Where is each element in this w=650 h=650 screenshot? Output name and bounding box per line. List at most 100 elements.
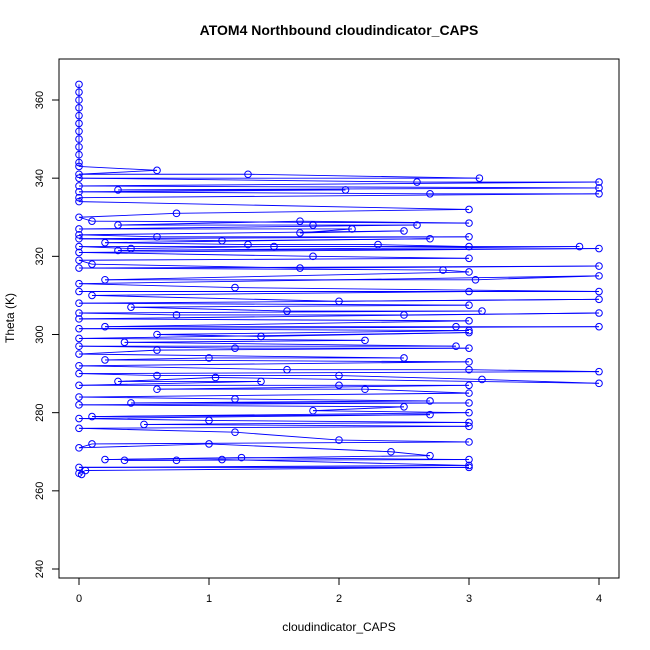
- series-line-segment: [130, 306, 288, 312]
- data-point: [88, 412, 96, 421]
- data-point: [465, 461, 473, 470]
- series-line-segment: [215, 377, 600, 384]
- data-point: [75, 342, 83, 351]
- data-point: [465, 381, 473, 390]
- data-point: [75, 170, 83, 179]
- data-point: [296, 264, 304, 272]
- series-line-segment: [78, 427, 236, 433]
- series-line-segment: [312, 406, 405, 412]
- data-point: [153, 232, 161, 241]
- series-line-segment: [124, 341, 457, 347]
- data-point: [75, 248, 83, 257]
- data-point: [426, 451, 434, 460]
- data-point: [172, 311, 181, 319]
- y-tick-label: 360: [34, 91, 46, 109]
- data-point: [374, 240, 382, 249]
- data-point: [400, 403, 408, 411]
- plot-area: [75, 80, 603, 479]
- data-point: [127, 244, 135, 253]
- series-line-segment: [78, 332, 470, 339]
- data-point: [75, 350, 83, 358]
- data-point: [244, 240, 252, 249]
- data-point: [153, 330, 161, 339]
- data-point: [75, 111, 83, 120]
- data-point: [75, 135, 83, 143]
- series-line-segment: [78, 230, 405, 236]
- data-point: [172, 209, 181, 218]
- data-point: [426, 234, 434, 243]
- series-line-segment: [78, 234, 158, 238]
- y-tick-label: 340: [34, 169, 46, 187]
- data-point: [205, 440, 213, 448]
- series-line-segment: [104, 242, 249, 246]
- series-line-segment: [78, 396, 236, 400]
- data-point: [257, 377, 265, 386]
- series-line-segment: [78, 248, 600, 253]
- data-point: [75, 264, 83, 272]
- data-point: [400, 311, 408, 319]
- data-point: [75, 401, 83, 409]
- series-line-segment: [78, 312, 600, 320]
- data-point: [101, 455, 109, 464]
- series-line-segment: [156, 330, 470, 335]
- data-point: [120, 456, 129, 465]
- data-point: [127, 399, 135, 407]
- data-point: [465, 328, 473, 337]
- data-point: [127, 303, 135, 311]
- data-point: [341, 186, 350, 194]
- x-axis-label: cloudindicator_CAPS: [282, 620, 395, 634]
- series-lines: [78, 84, 600, 475]
- data-point: [595, 295, 603, 304]
- data-point: [296, 217, 304, 225]
- data-point: [77, 470, 86, 479]
- data-point: [88, 217, 96, 225]
- series-line-segment: [104, 238, 431, 244]
- series-line-segment: [364, 388, 470, 394]
- y-tick-label: 300: [34, 325, 46, 343]
- series-line-segment: [78, 353, 405, 359]
- data-point: [400, 354, 408, 362]
- series-line-segment: [78, 189, 346, 193]
- data-point: [75, 88, 83, 96]
- data-point: [101, 238, 109, 247]
- series-line-segment: [176, 459, 223, 461]
- data-point: [426, 397, 434, 405]
- data-point: [211, 373, 220, 382]
- series-line-segment: [78, 216, 93, 222]
- data-point: [114, 186, 122, 194]
- data-point: [75, 463, 83, 472]
- series-line-segment: [91, 441, 470, 445]
- data-point: [335, 381, 343, 390]
- series-line-segment: [78, 298, 600, 304]
- data-point: [75, 127, 83, 136]
- series-line-segment: [78, 283, 236, 289]
- series-line-segment: [130, 304, 470, 308]
- data-point: [465, 326, 473, 335]
- data-point: [75, 158, 83, 167]
- data-point: [231, 395, 239, 403]
- series-line-segment: [78, 361, 470, 367]
- series-line-segment: [78, 312, 177, 316]
- data-point: [231, 344, 239, 352]
- series-line-segment: [208, 420, 470, 423]
- series-line-segment: [78, 224, 418, 230]
- data-point: [478, 307, 486, 315]
- y-tick-label: 260: [34, 482, 46, 500]
- series-line-segment: [156, 347, 470, 351]
- data-point: [218, 455, 226, 464]
- data-point: [465, 268, 473, 276]
- data-point: [75, 143, 83, 151]
- data-point: [465, 344, 473, 352]
- series-line-segment: [78, 392, 470, 398]
- series-line-segment: [312, 410, 470, 414]
- data-point: [335, 297, 343, 306]
- data-point: [465, 358, 473, 366]
- data-point: [114, 377, 122, 386]
- series-line-segment: [117, 220, 301, 226]
- data-point: [75, 182, 83, 190]
- data-point: [465, 389, 473, 397]
- data-point: [595, 367, 603, 376]
- data-point: [75, 361, 83, 370]
- series-line-segment: [78, 373, 158, 376]
